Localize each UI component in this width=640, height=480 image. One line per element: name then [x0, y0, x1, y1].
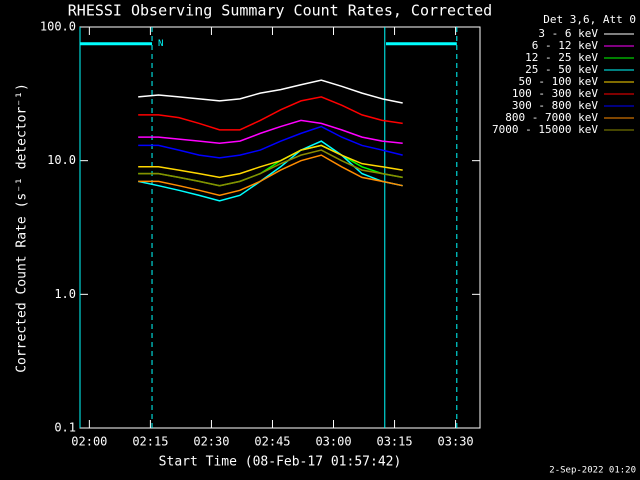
y-tick-label: 100.0 — [40, 20, 76, 34]
legend-title: Det 3,6, Att 0 — [543, 13, 636, 26]
legend-label: 800 - 7000 keV — [505, 111, 598, 124]
x-axis-label: Start Time (08-Feb-17 01:57:42) — [159, 455, 402, 470]
y-axis-label: Corrected Count Rate (s⁻¹ detector⁻¹) — [15, 83, 30, 373]
legend-label: 12 - 25 keV — [525, 51, 598, 64]
series-line — [138, 140, 403, 202]
series-line — [138, 144, 403, 179]
x-tick-label: 02:30 — [193, 435, 229, 449]
legend-label: 25 - 50 keV — [525, 63, 598, 76]
legend-label: 7000 - 15000 keV — [492, 123, 598, 136]
x-tick-label: 02:00 — [71, 435, 107, 449]
x-tick-label: 02:45 — [254, 435, 290, 449]
legend-label: 3 - 6 keV — [538, 27, 598, 40]
series-line — [138, 125, 403, 159]
y-tick-label: 10.0 — [47, 153, 76, 167]
legend-label: 6 - 12 keV — [532, 39, 599, 52]
series-line — [138, 79, 403, 104]
footer: 2-Sep-2022 01:20 — [549, 466, 636, 476]
y-tick-label: 0.1 — [54, 421, 76, 435]
plot-frame — [79, 26, 481, 429]
series-line — [138, 149, 403, 187]
series-line — [138, 144, 403, 187]
y-tick-label: 1.0 — [54, 287, 76, 301]
marker-label: N — [158, 39, 163, 49]
legend-label: 300 - 800 keV — [512, 99, 598, 112]
x-tick-label: 03:00 — [315, 435, 351, 449]
chart-title: RHESSI Observing Summary Count Rates, Co… — [68, 2, 492, 20]
series-line — [138, 96, 403, 131]
x-tick-label: 03:15 — [376, 435, 412, 449]
legend-label: 100 - 300 keV — [512, 87, 598, 100]
series-line — [138, 154, 403, 197]
series-line — [138, 119, 403, 144]
legend-label: 50 - 100 keV — [519, 75, 599, 88]
x-tick-label: 02:15 — [132, 435, 168, 449]
x-tick-label: 03:30 — [438, 435, 474, 449]
